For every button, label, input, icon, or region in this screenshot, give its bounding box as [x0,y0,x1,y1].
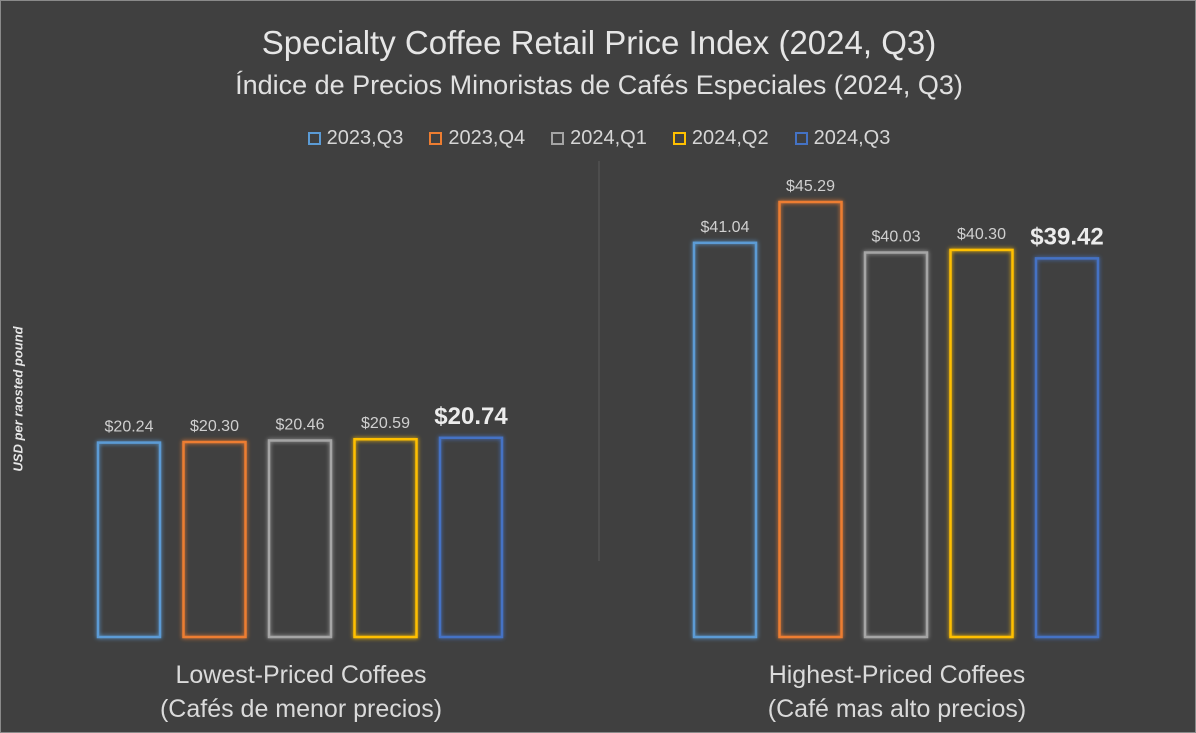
bar-2024-q1-highest [863,251,929,639]
category-label-english: Lowest-Priced Coffees [175,661,427,689]
bars-layer: $20.24 $41.04 $20.30 $45.29 $20.46 $40.03 $20.… [96,178,1104,639]
bar-2023-q4-highest [778,200,843,639]
bar-2023-q4-lowest [182,440,247,639]
data-label: $20.46 [276,416,325,433]
data-label: $20.30 [190,418,239,435]
legend-swatch [551,132,565,145]
category-label-lowest-priced: Lowest-Priced Coffees (Cafés de menor pr… [71,658,531,726]
bar-2024-q3-lowest [438,436,504,639]
legend-label: 2024,Q1 [570,127,647,149]
data-label: $20.24 [105,419,154,436]
chart-subtitle: Índice de Precios Minoristas de Cafés Es… [235,70,963,100]
bar-2023-q3-lowest [96,441,162,639]
legend-label: 2024,Q2 [691,127,769,149]
bar-2024-q2-highest [949,248,1014,639]
chart-title: Specialty Coffee Retail Price Index (202… [261,24,937,61]
legend-item-2024-q3: 2024,Q3 [794,127,891,150]
legend-item-2023-q4: 2023,Q4 [429,127,525,150]
legend-item-2023-q3: 2023,Q3 [307,127,404,150]
bar-2024-q3-highest [1034,257,1100,639]
bar-2023-q3-highest [692,241,758,639]
category-label-highest-priced: Highest-Priced Coffees (Café mas alto pr… [667,658,1127,726]
category-label-spanish: (Café mas alto precios) [767,695,1027,723]
data-label: $20.59 [361,415,410,432]
data-label: $41.04 [701,219,750,236]
data-label: $39.42 [1030,223,1103,250]
legend-label: 2024,Q3 [813,127,891,149]
bar-2024-q2-lowest [353,437,418,639]
legend-swatch [307,132,321,145]
bar-2024-q1-lowest [267,439,333,639]
legend-swatch [429,132,443,145]
data-label: $40.03 [872,229,921,246]
chart-legend: 2023,Q3 2023,Q4 2024,Q1 2024,Q2 2024,Q3 [1,127,1195,150]
data-label: $40.30 [957,226,1006,243]
data-label: $45.29 [786,178,835,195]
category-label-english: Highest-Priced Coffees [768,661,1026,689]
legend-swatch [672,132,686,145]
legend-swatch [794,132,808,145]
legend-label: 2023,Q3 [326,127,404,149]
legend-label: 2023,Q4 [448,127,526,149]
data-label: $20.74 [434,403,508,430]
legend-item-2024-q2: 2024,Q2 [672,127,769,150]
legend-item-2024-q1: 2024,Q1 [551,127,647,150]
category-label-spanish: (Cafés de menor precios) [159,695,443,723]
